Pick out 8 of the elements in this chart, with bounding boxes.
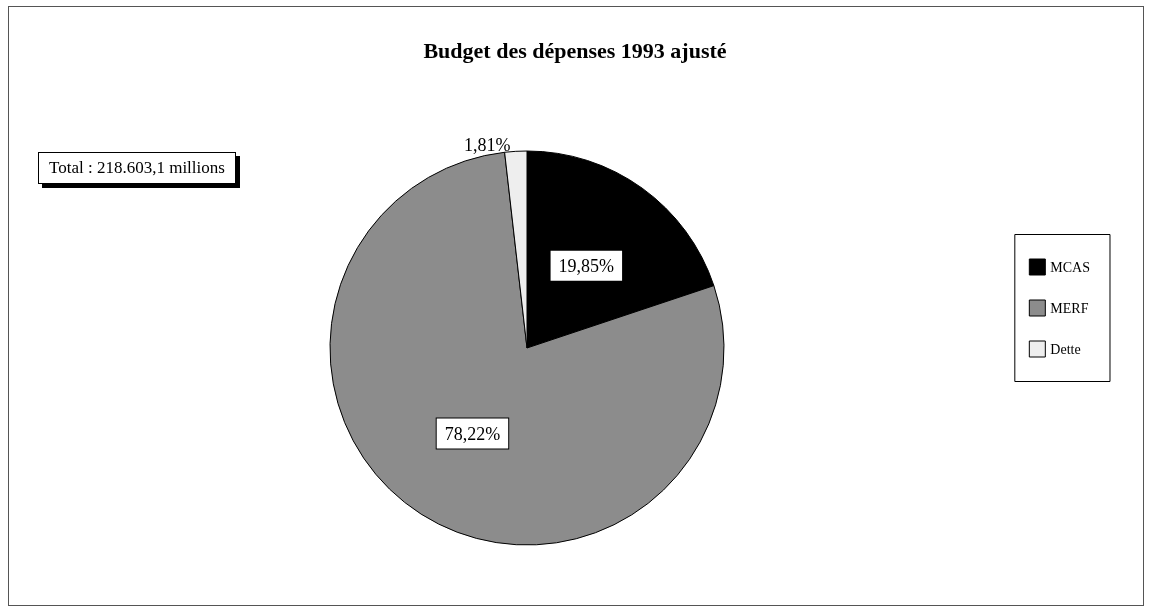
legend-label: Dette: [1050, 341, 1081, 357]
legend-label: MCAS: [1050, 259, 1090, 275]
chart-title: Budget des dépenses 1993 ajusté: [423, 37, 727, 63]
data-label: 19,85%: [558, 255, 615, 276]
data-label: 78,22%: [444, 423, 501, 444]
text: Total : 218.603,1 millions: [38, 152, 236, 184]
legend-label: MERF: [1050, 300, 1089, 316]
data-label: 1,81%: [463, 135, 511, 156]
